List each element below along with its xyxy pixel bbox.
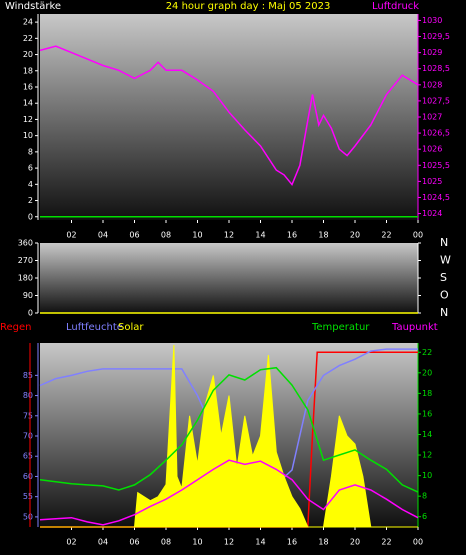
y2-tick-label: 1025,5: [422, 161, 450, 170]
y-tick-label: 90: [23, 291, 33, 300]
y-tick-label: 14: [23, 99, 33, 108]
y-tick-label: 75: [23, 411, 33, 420]
y-tick-label: 80: [23, 391, 33, 400]
y-tick-label: 85: [23, 371, 33, 380]
area: [40, 344, 418, 528]
y2-tick-label: 1030: [422, 16, 442, 25]
y2-tick-label: N: [440, 236, 448, 249]
y-tick-label: 4: [28, 180, 33, 189]
y-tick-label: 70: [23, 432, 33, 441]
y2-tick-label: 8: [422, 492, 427, 501]
x-tick-label: 18: [318, 538, 328, 547]
x-tick-label: 00: [413, 538, 423, 547]
x-tick-label: 22: [381, 231, 391, 240]
y-tick-label: 16: [23, 82, 33, 91]
y-tick-label: 24: [23, 18, 33, 27]
x-tick-label: 04: [98, 231, 108, 240]
y-tick-label: 10: [23, 131, 33, 140]
y-tick-label: 55: [23, 492, 33, 501]
y2-tick-label: 1029,5: [422, 32, 450, 41]
x-tick-label: 10: [192, 538, 202, 547]
x-tick-label: 12: [224, 231, 234, 240]
y-tick-label: 360: [18, 239, 33, 248]
line: [39, 45, 419, 187]
y-tick-label: 0: [28, 309, 33, 318]
y-tick-label: 0: [28, 212, 33, 221]
y2-tick-label: 12: [422, 451, 432, 460]
y2-tick-label: 1024: [422, 209, 442, 218]
legend-entry: Solar: [118, 322, 144, 333]
y2-tick-label: N: [440, 306, 448, 319]
title: 24 hour graph day : Maj 05 2023: [166, 1, 331, 12]
y-tick-label: 22: [23, 34, 33, 43]
y2-tick-label: O: [440, 289, 449, 302]
y-tick-label: 6: [28, 164, 33, 173]
x-tick-label: 20: [350, 538, 360, 547]
plot-area: [40, 243, 418, 313]
y-tick-label: 20: [23, 50, 33, 59]
y2-tick-label: 6: [422, 512, 427, 521]
line: [39, 366, 419, 493]
y2-tick-label: 20: [422, 368, 432, 377]
x-tick-label: 00: [413, 231, 423, 240]
y-tick-label: 18: [23, 66, 33, 75]
x-tick-label: 22: [381, 538, 391, 547]
y-tick-label: 180: [18, 274, 33, 283]
y-tick-label: 50: [23, 512, 33, 521]
plot-area: [40, 14, 418, 220]
x-tick-label: 18: [318, 231, 328, 240]
y2-tick-label: S: [440, 271, 447, 284]
y2-tick-label: 10: [422, 471, 432, 480]
y2-tick-label: 18: [422, 389, 432, 398]
x-tick-label: 10: [192, 231, 202, 240]
x-tick-label: 02: [66, 231, 76, 240]
x-tick-label: 08: [161, 538, 171, 547]
y2-tick-label: 1029: [422, 48, 442, 57]
wind-label: Windstärke: [5, 1, 61, 12]
y2-tick-label: 1028,5: [422, 64, 450, 73]
x-tick-label: 02: [66, 538, 76, 547]
y-tick-label: 8: [28, 147, 33, 156]
y2-tick-label: 1026: [422, 145, 442, 154]
legend-entry: Taupunkt: [391, 322, 438, 333]
y-tick-label: 12: [23, 115, 33, 124]
y2-tick-label: 22: [422, 348, 432, 357]
y-tick-label: 270: [18, 256, 33, 265]
x-tick-label: 14: [255, 231, 265, 240]
x-tick-label: 08: [161, 231, 171, 240]
x-tick-label: 06: [129, 538, 139, 547]
x-tick-label: 16: [287, 538, 297, 547]
x-tick-label: 14: [255, 538, 265, 547]
y-tick-label: 2: [28, 196, 33, 205]
y2-tick-label: 1024,5: [422, 193, 450, 202]
y2-tick-label: 1027: [422, 113, 442, 122]
y2-tick-label: W: [440, 254, 451, 267]
x-tick-label: 20: [350, 231, 360, 240]
y2-tick-label: 1027,5: [422, 96, 450, 105]
legend-entry: Regen: [0, 322, 32, 333]
x-tick-label: 12: [224, 538, 234, 547]
legend-entry: Luftfeuchte: [66, 322, 123, 333]
y-tick-label: 65: [23, 452, 33, 461]
y2-tick-label: 1026,5: [422, 129, 450, 138]
y2-tick-label: 1028: [422, 80, 442, 89]
y-tick-label: 60: [23, 472, 33, 481]
legend-entry: Temperatur: [311, 322, 370, 333]
x-tick-label: 04: [98, 538, 108, 547]
y2-tick-label: 14: [422, 430, 432, 439]
pressure-label: Luftdruck: [372, 1, 419, 12]
y2-tick-label: 16: [422, 409, 432, 418]
x-tick-label: 16: [287, 231, 297, 240]
x-tick-label: 06: [129, 231, 139, 240]
line: [39, 459, 419, 526]
y2-tick-label: 1025: [422, 177, 442, 186]
